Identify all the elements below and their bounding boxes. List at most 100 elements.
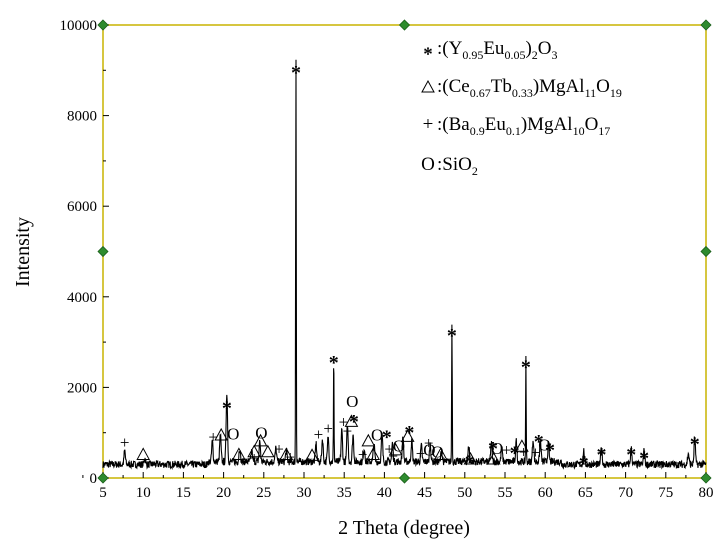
x-tick-label: 65 xyxy=(578,485,593,501)
frame-handle[interactable] xyxy=(97,19,109,31)
triangle-marker xyxy=(361,433,376,447)
x-tick-label: 50 xyxy=(457,485,472,501)
plus-marker: + xyxy=(339,412,349,431)
plus-marker: + xyxy=(502,440,512,459)
star-marker: * xyxy=(510,443,520,465)
y-tick-label: 10000 xyxy=(60,18,98,34)
y-tick-label: 0 xyxy=(90,471,98,487)
star-marker: * xyxy=(534,431,544,453)
triangle-marker xyxy=(388,442,403,456)
plus-marker: + xyxy=(424,434,434,453)
frame-handle[interactable] xyxy=(700,19,712,31)
legend-symbol: O xyxy=(421,154,435,175)
legend-label: :(Ce0.67Tb0.33)MgAl11O19 xyxy=(437,76,622,100)
star-marker: * xyxy=(545,439,555,461)
plus-marker: + xyxy=(519,443,529,462)
star-marker: * xyxy=(626,444,636,466)
plus-marker: + xyxy=(274,440,284,459)
plus-marker: + xyxy=(286,448,296,467)
plus-marker: + xyxy=(249,449,259,468)
plus-marker: + xyxy=(343,421,353,440)
triangle-marker xyxy=(247,444,261,458)
triangle-marker xyxy=(214,427,229,441)
x-tick-label: 70 xyxy=(618,485,633,501)
sio2-marker: O xyxy=(423,440,435,459)
triangle-marker xyxy=(232,447,246,460)
triangle-marker xyxy=(515,439,529,452)
star-marker: * xyxy=(596,444,606,466)
triangle-marker xyxy=(305,448,319,461)
peak-annotations: ******* *** ** ** * * **+ ++ + ++ + +++ ++ ++ + + +O OOOO… xyxy=(120,62,700,475)
sio2-marker: O xyxy=(255,424,267,443)
x-tick-label: 20 xyxy=(216,485,231,501)
x-tick-label: 10 xyxy=(136,485,151,501)
y-tick-labels: 0 2000 4000 6000 8000 10000 xyxy=(60,18,98,487)
x-tick-labels: 5 10 15 20 25 30 35 40 45 50 55 60 65 70 75 80 xyxy=(99,485,713,501)
frame-handle[interactable] xyxy=(700,472,712,484)
triangle-marker xyxy=(463,451,478,465)
sio2-marker: O xyxy=(431,443,443,462)
plus-marker: + xyxy=(208,427,218,446)
triangle-marker xyxy=(260,444,275,458)
legend-symbol: + xyxy=(423,114,434,135)
plus-marker: + xyxy=(416,444,426,463)
x-axis-title: 2 Theta (degree) xyxy=(338,517,470,539)
frame-handle[interactable] xyxy=(97,472,109,484)
sio2-marker: O xyxy=(371,426,383,445)
star-marker: * xyxy=(488,438,498,460)
plus-marker: + xyxy=(323,419,333,438)
triangle-marker xyxy=(486,451,501,465)
y-tick-label: 8000 xyxy=(67,109,97,125)
x-tick-label: 80 xyxy=(699,485,713,501)
x-tick-label: 75 xyxy=(658,485,673,501)
sio2-marker: O xyxy=(227,425,239,444)
x-tick-label: 25 xyxy=(256,485,271,501)
xrd-trace xyxy=(102,59,707,470)
legend-symbol: * xyxy=(423,44,433,65)
plus-marker: + xyxy=(314,425,324,444)
plus-marker: + xyxy=(388,446,398,465)
frame-handle[interactable] xyxy=(398,19,411,31)
sio2-marker: O xyxy=(491,439,503,458)
triangle-marker xyxy=(136,447,151,460)
x-tick-label: 5 xyxy=(99,485,107,501)
star-marker: * xyxy=(465,452,475,474)
plus-marker: + xyxy=(384,440,394,459)
star-marker: * xyxy=(349,411,359,433)
star-marker: * xyxy=(382,427,392,449)
plus-marker: + xyxy=(120,433,130,452)
triangle-marker xyxy=(366,447,380,460)
sio2-marker: O xyxy=(346,392,358,411)
triangle-marker xyxy=(400,429,415,442)
star-marker: * xyxy=(291,62,301,84)
legend-triangle-symbol xyxy=(421,79,435,93)
star-marker: * xyxy=(447,325,457,347)
frame-handle[interactable] xyxy=(700,245,712,258)
star-marker: * xyxy=(690,433,700,455)
legend: *:(Y0.95Eu0.05)2O3:(Ce0.67Tb0.33)MgAl11O… xyxy=(421,38,622,178)
legend-label: :SiO2 xyxy=(437,154,478,178)
y-axis-title: Intensity xyxy=(12,217,34,287)
triangle-marker xyxy=(433,447,448,460)
star-marker: * xyxy=(579,453,589,475)
y-tick-label: 6000 xyxy=(67,199,97,215)
star-marker: * xyxy=(639,448,649,470)
star-marker: * xyxy=(521,356,531,378)
plus-marker: + xyxy=(531,443,541,462)
x-tick-label: 15 xyxy=(176,485,191,501)
sio2-marker: O xyxy=(538,435,550,454)
star-marker: * xyxy=(329,352,339,374)
x-tick-label: 55 xyxy=(498,485,513,501)
x-tick-label: 60 xyxy=(538,485,553,501)
frame-handle[interactable] xyxy=(398,472,411,484)
frame-handles xyxy=(97,19,712,484)
x-tick-label: 45 xyxy=(417,485,432,501)
legend-label: :(Ba0.9Eu0.1)MgAl10O17 xyxy=(437,114,610,138)
y-tick-label: 4000 xyxy=(67,290,97,306)
y-tick-label: 2000 xyxy=(67,380,97,396)
triangle-marker xyxy=(253,433,268,447)
x-tick-label: 30 xyxy=(297,485,312,501)
x-tick-label: 40 xyxy=(377,485,392,501)
frame-handle[interactable] xyxy=(97,245,109,258)
